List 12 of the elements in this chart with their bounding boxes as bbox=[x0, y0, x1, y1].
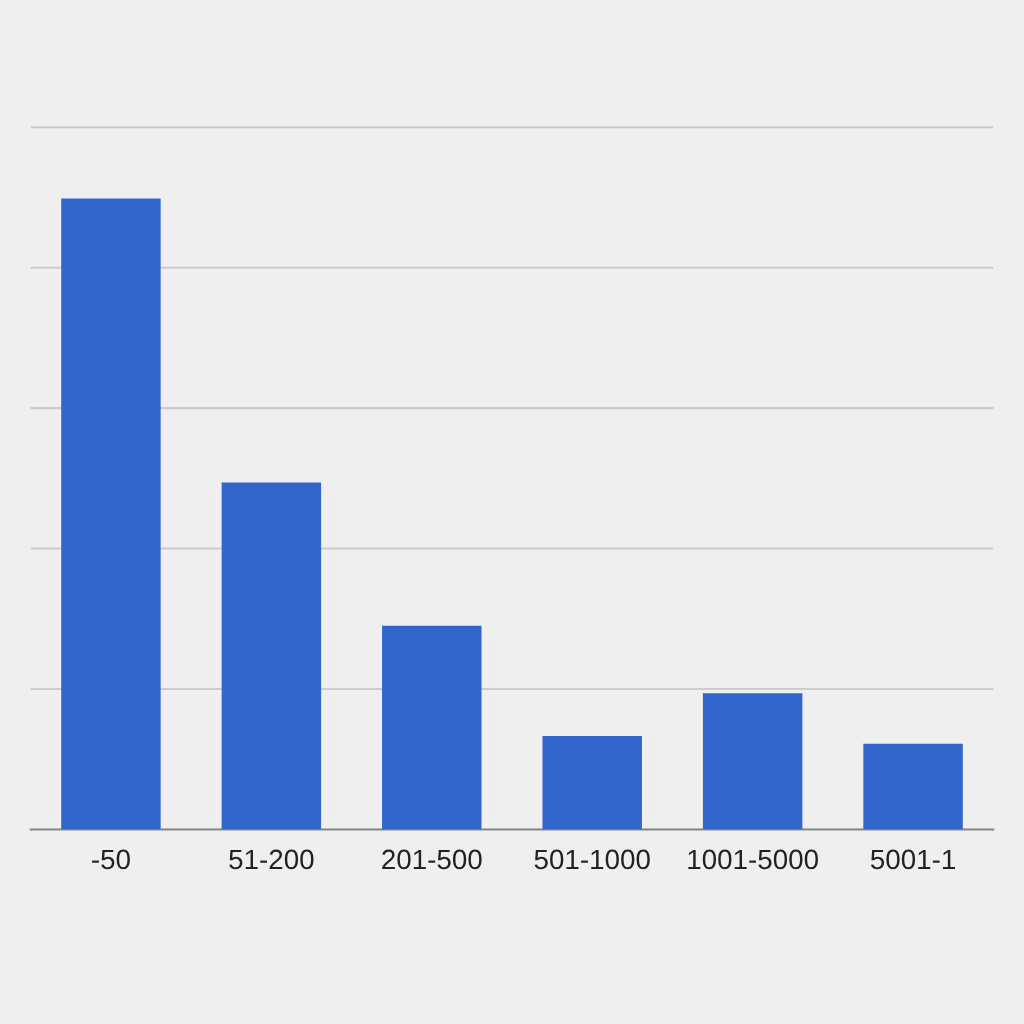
x-tick-label: 1001-5000 bbox=[688, 849, 818, 870]
x-tick-label: 5001-1 bbox=[870, 849, 955, 870]
x-tick-label: 51-200 bbox=[229, 849, 314, 870]
bar bbox=[382, 625, 482, 830]
x-tick-label: -50 bbox=[92, 849, 130, 870]
x-tick-label: 501-1000 bbox=[534, 849, 650, 870]
bar bbox=[542, 736, 642, 830]
bar bbox=[61, 198, 161, 830]
x-tick-label: 201-500 bbox=[382, 849, 482, 870]
bar bbox=[221, 482, 322, 830]
bar bbox=[863, 743, 963, 830]
bar bbox=[702, 693, 803, 830]
